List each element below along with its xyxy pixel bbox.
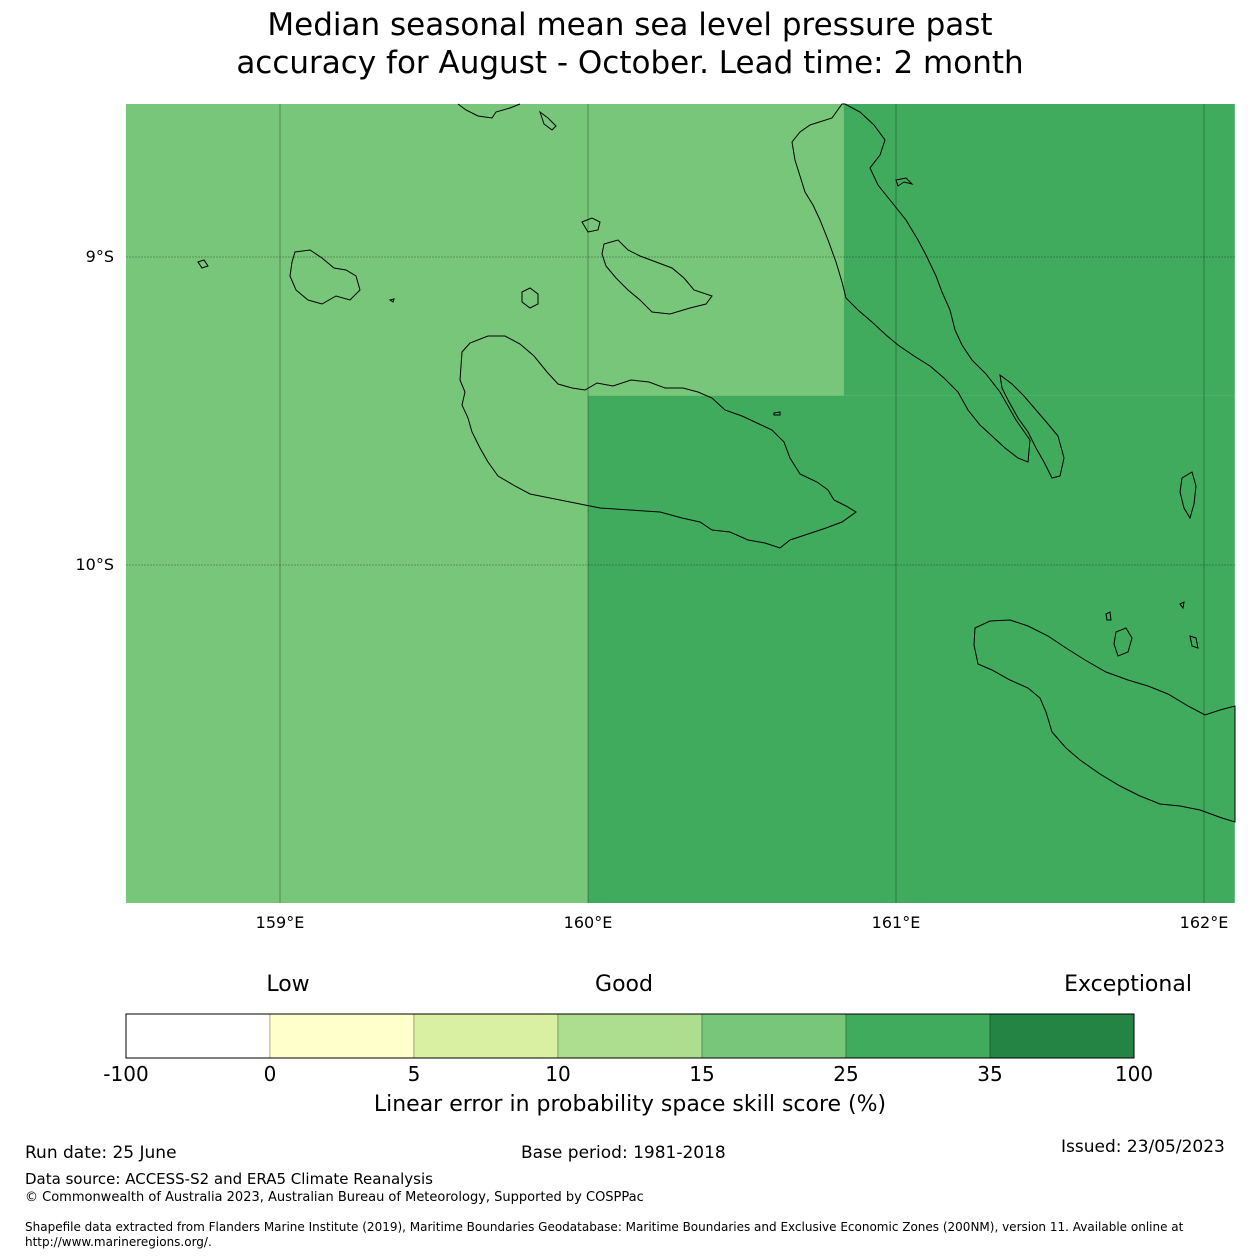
skill-cell (588, 104, 844, 396)
colorbar-segment (413, 1013, 559, 1059)
data-source: Data source: ACCESS-S2 and ERA5 Climate … (25, 1170, 433, 1188)
colorbar-tick-label: 15 (689, 1062, 715, 1086)
longitude-label: 159°E (255, 913, 305, 932)
colorbar-tick-label: -100 (103, 1062, 149, 1086)
coastline-small-islet-2 (1179, 601, 1185, 610)
longitude-label: 162°E (1179, 913, 1229, 932)
colorbar-tick-label: 25 (833, 1062, 859, 1086)
latitude-label: 9°S (85, 247, 114, 266)
colorbar-segment (125, 1013, 271, 1059)
coastline-small-islet-1 (1105, 611, 1112, 621)
colorbar-segment (269, 1013, 415, 1059)
skill-cell (843, 104, 1235, 396)
run-date: Run date: 25 June (25, 1143, 177, 1163)
coastline-florida-islands (601, 239, 713, 315)
title-line-1: Median seasonal mean sea level pressure … (267, 7, 993, 43)
coastline-makira (973, 619, 1236, 823)
coastline-guadalcanal (459, 335, 857, 549)
longitude-label: 161°E (871, 913, 921, 932)
title-line-2: accuracy for August - October. Lead time… (236, 45, 1024, 81)
copyright: © Commonwealth of Australia 2023, Austra… (25, 1190, 644, 1205)
colorbar-segment (989, 1013, 1135, 1059)
colorbar-tick-label: 35 (977, 1062, 1003, 1086)
colorbar-segment (701, 1013, 847, 1059)
map-title: Median seasonal mean sea level pressure … (0, 6, 1260, 82)
latitude-label: 10°S (75, 555, 114, 574)
issued-date: Issued: 23/05/2023 (1061, 1137, 1225, 1157)
coastline-top-islands (457, 103, 521, 119)
coastline-top-islet (539, 110, 557, 131)
coastline-russell-islands (289, 249, 361, 305)
skill-cells-layer (126, 104, 1235, 903)
colorbar-segment (557, 1013, 703, 1059)
colorbar-tick-label: 5 (407, 1062, 421, 1086)
category-low: Low (266, 972, 310, 997)
colorbar-tick-label: 100 (1114, 1062, 1154, 1086)
base-period: Base period: 1981-2018 (521, 1143, 726, 1163)
coastline-malaita (791, 103, 1031, 463)
colorbar-outline (125, 1013, 1135, 1059)
coastline-ulawa (1113, 627, 1133, 657)
longitude-label: 160°E (563, 913, 613, 932)
coastline-layer (197, 103, 1236, 823)
coastline-north-islet (581, 217, 601, 233)
coastline-small-malaita (999, 373, 1065, 479)
colorbar-tick-label: 0 (263, 1062, 277, 1086)
skill-cell (126, 104, 588, 903)
coastline-small-islet-5 (773, 411, 781, 416)
coastline-small-islet-3 (1189, 635, 1199, 649)
coastline-small-islet-4 (895, 177, 914, 187)
colorbar-label: Linear error in probability space skill … (373, 1092, 887, 1117)
colorbar-segment (845, 1013, 991, 1059)
coastline-savo-island (521, 287, 539, 309)
coastline-small-islet-6 (388, 298, 395, 303)
coastline-east-islet (1179, 471, 1197, 520)
category-good: Good (595, 972, 653, 997)
colorbar (125, 1013, 1135, 1059)
coastline-russell-islet (197, 259, 209, 269)
skill-cell (588, 395, 1235, 903)
shapefile-credit: Shapefile data extracted from Flanders M… (25, 1220, 1184, 1249)
colorbar-tick-label: 10 (545, 1062, 571, 1086)
category-exceptional: Exceptional (1064, 972, 1192, 997)
graticule-layer (126, 104, 1235, 903)
